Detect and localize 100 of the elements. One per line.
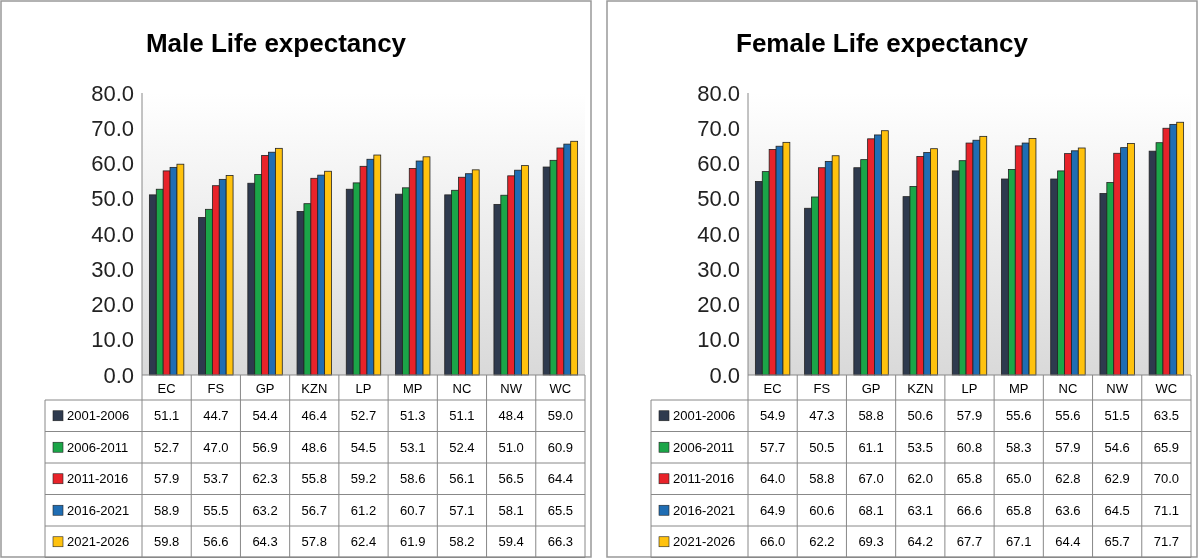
data-label: 50.6 (907, 408, 933, 424)
x-tick-label: GP (861, 381, 881, 397)
data-label: 58.8 (809, 471, 835, 487)
data-label: 52.7 (153, 439, 180, 455)
data-label: 65.8 (956, 471, 983, 487)
data-label: 66.0 (759, 534, 786, 550)
chart-title: Male Life expectancy (145, 28, 407, 58)
x-tick-label: KZN (301, 381, 328, 397)
data-label: 66.6 (956, 502, 983, 518)
data-label: 62.4 (350, 534, 377, 550)
y-tick-label: 20.0 (697, 292, 740, 318)
data-label: 56.1 (449, 471, 475, 487)
data-label: 65.9 (1153, 439, 1180, 455)
data-label: 58.3 (1006, 439, 1032, 455)
data-label: 64.2 (907, 534, 933, 550)
data-label: 60.7 (400, 502, 426, 518)
data-label: 64.9 (759, 502, 786, 518)
data-label: 63.1 (907, 502, 933, 518)
y-tick-label: 40.0 (91, 221, 134, 247)
data-label: 57.9 (1055, 439, 1081, 455)
legend-label: 2006-2011 (67, 439, 129, 455)
data-label: 54.9 (759, 408, 786, 424)
data-label: 60.8 (956, 439, 983, 455)
data-label: 61.2 (350, 502, 377, 518)
data-label: 64.0 (759, 471, 786, 487)
y-tick-label: 80.0 (91, 80, 134, 106)
y-tick-label: 20.0 (91, 292, 134, 318)
x-tick-label: GP (255, 381, 275, 397)
x-tick-label: WC (549, 381, 572, 397)
data-label: 57.1 (449, 502, 475, 518)
y-tick-label: 80.0 (697, 80, 740, 106)
legend-label: 2021-2026 (673, 534, 736, 550)
data-label: 46.4 (301, 408, 327, 424)
y-tick-label: 50.0 (91, 186, 134, 212)
data-label: 57.9 (956, 408, 983, 424)
data-label: 54.5 (350, 439, 377, 455)
legend-label: 2016-2021 (673, 502, 736, 518)
y-tick-label: 70.0 (697, 115, 740, 141)
data-label: 65.5 (547, 502, 574, 518)
legend-label: 2001-2006 (673, 408, 736, 424)
data-label: 62.2 (809, 534, 835, 550)
data-label: 62.8 (1055, 471, 1081, 487)
data-label: 59.8 (153, 534, 180, 550)
data-label: 63.2 (252, 502, 278, 518)
data-label: 64.4 (547, 471, 574, 487)
data-label: 44.7 (203, 408, 229, 424)
x-tick-label: LP (355, 381, 372, 397)
data-label: 67.0 (858, 471, 884, 487)
data-label: 55.6 (1055, 408, 1081, 424)
data-label: 51.1 (449, 408, 475, 424)
legend-label: 2006-2011 (673, 439, 735, 455)
data-label: 59.0 (547, 408, 574, 424)
data-label: 56.5 (498, 471, 524, 487)
legend-label: 2021-2026 (67, 534, 130, 550)
data-label: 58.8 (858, 408, 884, 424)
data-label: 63.5 (1153, 408, 1180, 424)
x-tick-label: MP (1008, 381, 1029, 397)
data-label: 62.3 (252, 471, 278, 487)
data-label: 67.1 (1006, 534, 1032, 550)
data-label: 62.9 (1104, 471, 1130, 487)
data-label: 47.3 (809, 408, 835, 424)
data-label: 57.7 (759, 439, 786, 455)
data-label: 51.3 (400, 408, 426, 424)
y-tick-label: 60.0 (697, 151, 740, 177)
data-label: 54.6 (1104, 439, 1130, 455)
data-label: 55.6 (1006, 408, 1032, 424)
data-label: 60.6 (809, 502, 835, 518)
data-label: 56.7 (301, 502, 327, 518)
data-label: 60.9 (547, 439, 574, 455)
data-label: 67.7 (956, 534, 983, 550)
data-label: 58.9 (153, 502, 180, 518)
x-tick-label: NW (1106, 381, 1129, 397)
data-label: 58.6 (400, 471, 426, 487)
x-tick-label: LP (961, 381, 978, 397)
data-label: 47.0 (203, 439, 229, 455)
y-tick-label: 40.0 (697, 221, 740, 247)
y-tick-label: 10.0 (697, 327, 740, 353)
data-label: 61.1 (858, 439, 884, 455)
data-label: 69.3 (858, 534, 884, 550)
y-tick-label: 0.0 (709, 362, 740, 388)
x-tick-label: EC (763, 381, 782, 397)
data-label: 64.3 (252, 534, 278, 550)
y-tick-label: 60.0 (91, 151, 134, 177)
data-label: 54.4 (252, 408, 278, 424)
data-label: 51.1 (153, 408, 180, 424)
data-label: 50.5 (809, 439, 835, 455)
x-tick-label: KZN (907, 381, 934, 397)
data-label: 63.6 (1055, 502, 1081, 518)
x-tick-label: EC (157, 381, 176, 397)
data-label: 52.4 (449, 439, 475, 455)
data-label: 53.5 (907, 439, 933, 455)
data-label: 68.1 (858, 502, 884, 518)
data-label: 58.1 (498, 502, 524, 518)
data-label: 57.8 (301, 534, 327, 550)
data-label: 65.8 (1006, 502, 1032, 518)
data-label: 51.0 (498, 439, 524, 455)
data-label: 56.9 (252, 439, 278, 455)
data-label: 55.8 (301, 471, 327, 487)
legend-label: 2011-2016 (67, 471, 129, 487)
legend-label: 2016-2021 (67, 502, 130, 518)
